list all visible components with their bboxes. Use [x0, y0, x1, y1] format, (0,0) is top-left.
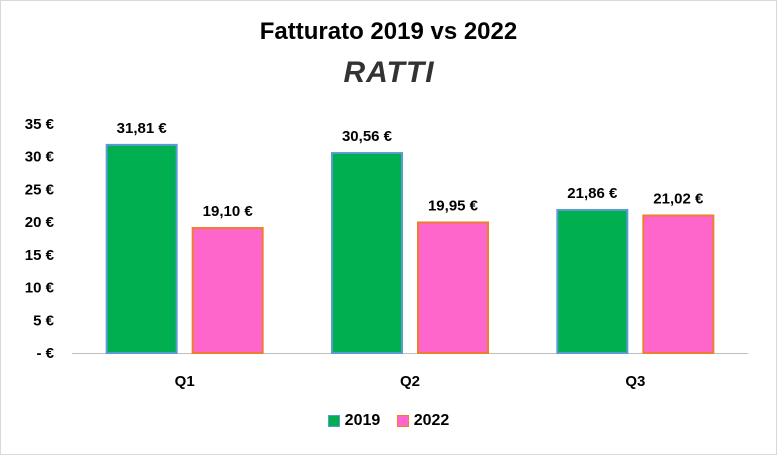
chart-title: Fatturato 2019 vs 2022	[259, 18, 518, 45]
y-tick-label: 5 €	[33, 312, 55, 329]
legend-label-2019: 2019	[344, 412, 381, 429]
y-tick-label: 10 €	[25, 280, 55, 297]
y-tick-label: 20 €	[25, 214, 55, 231]
data-label-2022-Q3: 21,02 €	[653, 190, 704, 207]
bar-2019-Q2	[331, 152, 403, 354]
legend-label-2022: 2022	[413, 412, 450, 429]
x-tick-label: Q2	[400, 373, 420, 390]
x-tick-label: Q1	[175, 373, 195, 390]
bar-2019-Q1	[105, 143, 178, 354]
data-label-2019-Q2: 30,56 €	[342, 128, 393, 145]
y-tick-label: 15 €	[25, 247, 55, 264]
x-tick-label: Q3	[625, 373, 645, 390]
bar-2022-Q2	[417, 221, 489, 354]
legend-swatch-2019	[327, 415, 340, 427]
data-label-2022-Q1: 19,10 €	[203, 203, 254, 220]
y-tick-label: 25 €	[25, 181, 55, 198]
legend-item-2022: 2022	[396, 412, 450, 430]
data-label-2019-Q3: 21,86 €	[567, 185, 618, 202]
y-tick-label: - €	[36, 345, 54, 362]
y-tick-label: 35 €	[25, 116, 55, 133]
data-label-2019-Q1: 31,81 €	[117, 120, 168, 137]
legend-swatch-2022	[396, 415, 409, 427]
data-label-2022-Q2: 19,95 €	[428, 197, 479, 214]
bar-2019-Q3	[556, 208, 629, 354]
svg-text:RATTI: RATTI	[343, 56, 434, 86]
bar-2022-Q3	[642, 214, 715, 354]
y-tick-label: 30 €	[25, 149, 55, 166]
legend: 2019 2022	[0, 412, 777, 432]
ratti-logo: RATTI	[343, 56, 434, 86]
legend-item-2019: 2019	[327, 412, 381, 430]
bar-2022-Q1	[191, 227, 264, 355]
